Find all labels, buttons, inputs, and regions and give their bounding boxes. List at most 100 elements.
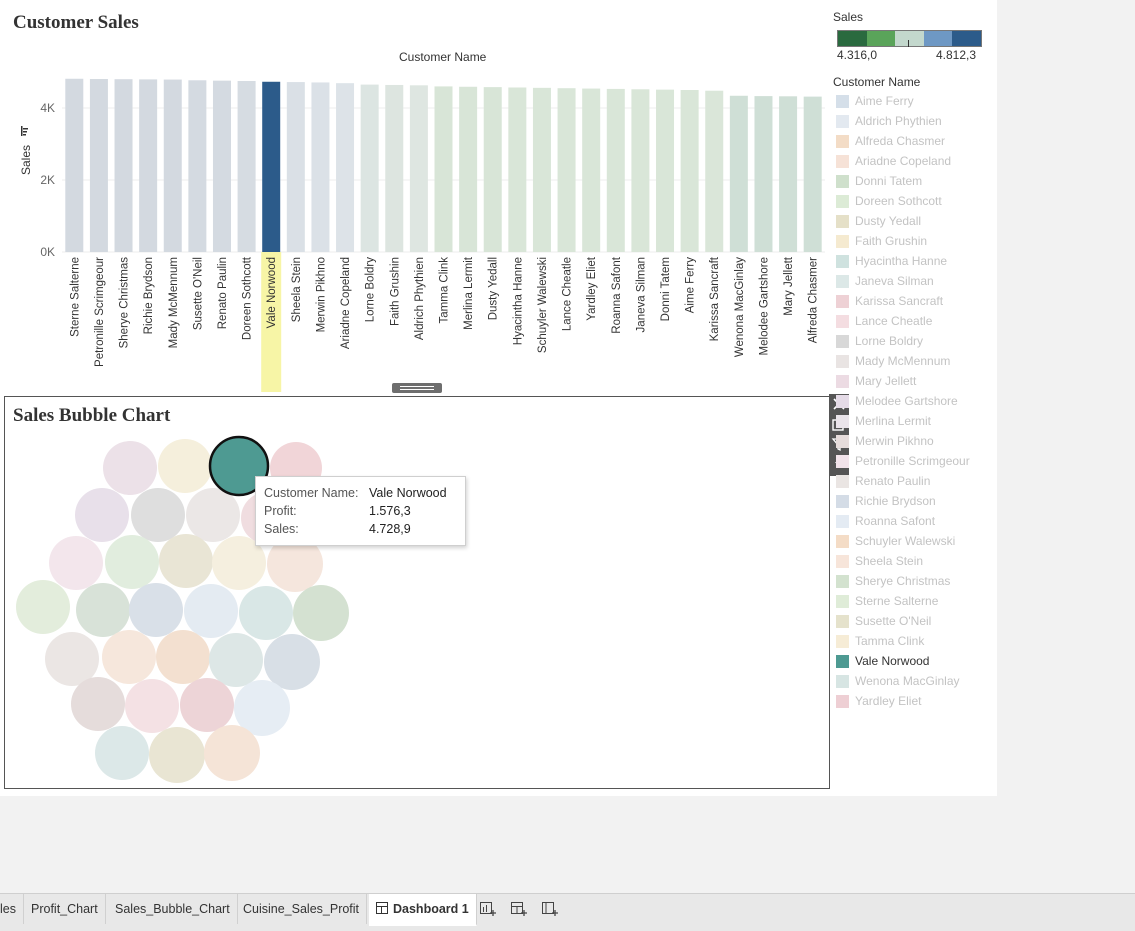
bubble[interactable] — [131, 488, 185, 542]
bar[interactable] — [385, 84, 404, 253]
x-tick-label[interactable]: Doreen Sothcott — [242, 256, 254, 340]
bar[interactable] — [336, 83, 355, 252]
bubble[interactable] — [105, 535, 159, 589]
legend-item[interactable]: Melodee Gartshore — [836, 394, 986, 414]
bar[interactable] — [89, 79, 108, 252]
legend-item[interactable]: Sheela Stein — [836, 554, 986, 574]
bubble[interactable] — [149, 727, 205, 783]
legend-item[interactable]: Mady McMennum — [836, 354, 986, 374]
bar[interactable] — [409, 85, 428, 252]
bar[interactable] — [779, 96, 798, 252]
legend-item[interactable]: Lorne Boldry — [836, 334, 986, 354]
x-tick-label[interactable]: Lance Cheatle — [562, 257, 574, 331]
legend-item[interactable]: Wenona MacGinlay — [836, 674, 986, 694]
bar[interactable] — [163, 79, 182, 252]
bar[interactable] — [508, 87, 527, 252]
bubble[interactable] — [76, 583, 130, 637]
bar-chart[interactable]: 0K 2K 4K Sales Sterne Salterne Petronille Scr… — [0, 60, 830, 395]
bubble[interactable] — [184, 584, 238, 638]
bar[interactable] — [286, 82, 305, 252]
x-tick-label[interactable]: Tamma Clink — [439, 257, 451, 324]
bar[interactable] — [656, 89, 675, 252]
legend-item[interactable]: Roanna Safont — [836, 514, 986, 534]
bubble[interactable] — [293, 585, 349, 641]
bar[interactable] — [729, 95, 748, 252]
bar[interactable] — [754, 96, 773, 252]
bar[interactable] — [188, 80, 207, 252]
bubble[interactable] — [180, 678, 234, 732]
x-tick-label[interactable]: Ariadne Copeland — [340, 257, 352, 349]
new-story-icon[interactable] — [541, 901, 559, 917]
bar[interactable] — [434, 86, 453, 253]
bar[interactable] — [582, 88, 601, 252]
x-tick-label[interactable]: Roanna Safont — [611, 256, 623, 334]
sheet-tab[interactable]: les — [0, 894, 24, 924]
legend-item[interactable]: Dusty Yedall — [836, 214, 986, 234]
x-tick-label[interactable]: Yardley Eliet — [586, 256, 598, 321]
bar[interactable] — [680, 90, 699, 252]
bar[interactable] — [139, 79, 158, 252]
x-tick-label[interactable]: Alfreda Chasmer — [808, 257, 820, 343]
bar[interactable] — [360, 84, 379, 252]
bar[interactable] — [483, 87, 502, 253]
bubble[interactable] — [125, 679, 179, 733]
x-tick-label[interactable]: Faith Grushin — [389, 257, 401, 326]
x-tick-label[interactable]: Susette O'Neil — [192, 257, 204, 330]
x-tick-label[interactable]: Mary Jellett — [783, 256, 795, 316]
legend-item[interactable]: Doreen Sothcott — [836, 194, 986, 214]
bar[interactable] — [459, 86, 478, 252]
bar[interactable] — [311, 82, 330, 252]
legend-item[interactable]: Lance Cheatle — [836, 314, 986, 334]
bar[interactable] — [532, 87, 551, 252]
x-tick-label[interactable]: Sterne Salterne — [69, 257, 81, 337]
x-tick-label[interactable]: Aldrich Phythien — [414, 257, 426, 340]
x-tick-label[interactable]: Vale Norwood — [266, 257, 278, 328]
x-tick-label[interactable]: Donni Tatem — [660, 257, 672, 321]
x-tick-label[interactable]: Karissa Sancraft — [709, 256, 721, 341]
legend-item[interactable]: Ariadne Copeland — [836, 154, 986, 174]
legend-item[interactable]: Renato Paulin — [836, 474, 986, 494]
legend-item[interactable]: Mary Jellett — [836, 374, 986, 394]
bubble[interactable] — [234, 680, 290, 736]
legend-item[interactable]: Donni Tatem — [836, 174, 986, 194]
bubble[interactable] — [158, 439, 212, 493]
legend-item[interactable]: Hyacintha Hanne — [836, 254, 986, 274]
bar[interactable] — [705, 90, 724, 252]
bubble-selected[interactable] — [208, 435, 270, 497]
x-tick-label[interactable]: Janeva Silman — [635, 257, 647, 332]
x-tick-label[interactable]: Petronille Scrimgeour — [94, 257, 106, 367]
bubble[interactable] — [71, 677, 125, 731]
new-dashboard-icon[interactable] — [510, 901, 528, 917]
x-tick-label[interactable]: Mady McMennum — [168, 257, 180, 348]
x-tick-label[interactable]: Renato Paulin — [217, 257, 229, 329]
legend-item[interactable]: Susette O'Neil — [836, 614, 986, 634]
sheet-tab[interactable]: Profit_Chart — [24, 894, 106, 924]
bubble[interactable] — [159, 534, 213, 588]
x-tick-label[interactable]: Sherye Christmas — [119, 257, 131, 349]
bubble[interactable] — [75, 488, 129, 542]
legend-item[interactable]: Schuyler Walewski — [836, 534, 986, 554]
bar[interactable] — [631, 89, 650, 252]
x-tick-label[interactable]: Melodee Gartshore — [758, 257, 770, 355]
legend-item[interactable]: Richie Brydson — [836, 494, 986, 514]
bubble[interactable] — [264, 634, 320, 690]
bubble[interactable] — [95, 726, 149, 780]
bubble-chart[interactable] — [5, 397, 829, 788]
bar[interactable] — [262, 81, 281, 252]
resize-handle[interactable] — [392, 383, 442, 393]
legend-item[interactable]: Aldrich Phythien — [836, 114, 986, 134]
legend-item[interactable]: Alfreda Chasmer — [836, 134, 986, 154]
x-tick-label[interactable]: Richie Brydson — [143, 257, 155, 334]
new-worksheet-icon[interactable] — [479, 901, 497, 917]
x-tick-label[interactable]: Hyacintha Hanne — [512, 257, 524, 345]
sheet-tab[interactable]: Dashboard 1 — [369, 894, 477, 926]
x-tick-label[interactable]: Sheela Stein — [291, 257, 303, 322]
bar[interactable] — [606, 88, 625, 252]
legend-item[interactable]: Aime Ferry — [836, 94, 986, 114]
bubble[interactable] — [103, 441, 157, 495]
legend-item[interactable]: Vale Norwood — [836, 654, 986, 674]
x-tick-label[interactable]: Aime Ferry — [685, 257, 697, 313]
legend-item[interactable]: Tamma Clink — [836, 634, 986, 654]
legend-item[interactable]: Sterne Salterne — [836, 594, 986, 614]
bar[interactable] — [212, 80, 231, 252]
